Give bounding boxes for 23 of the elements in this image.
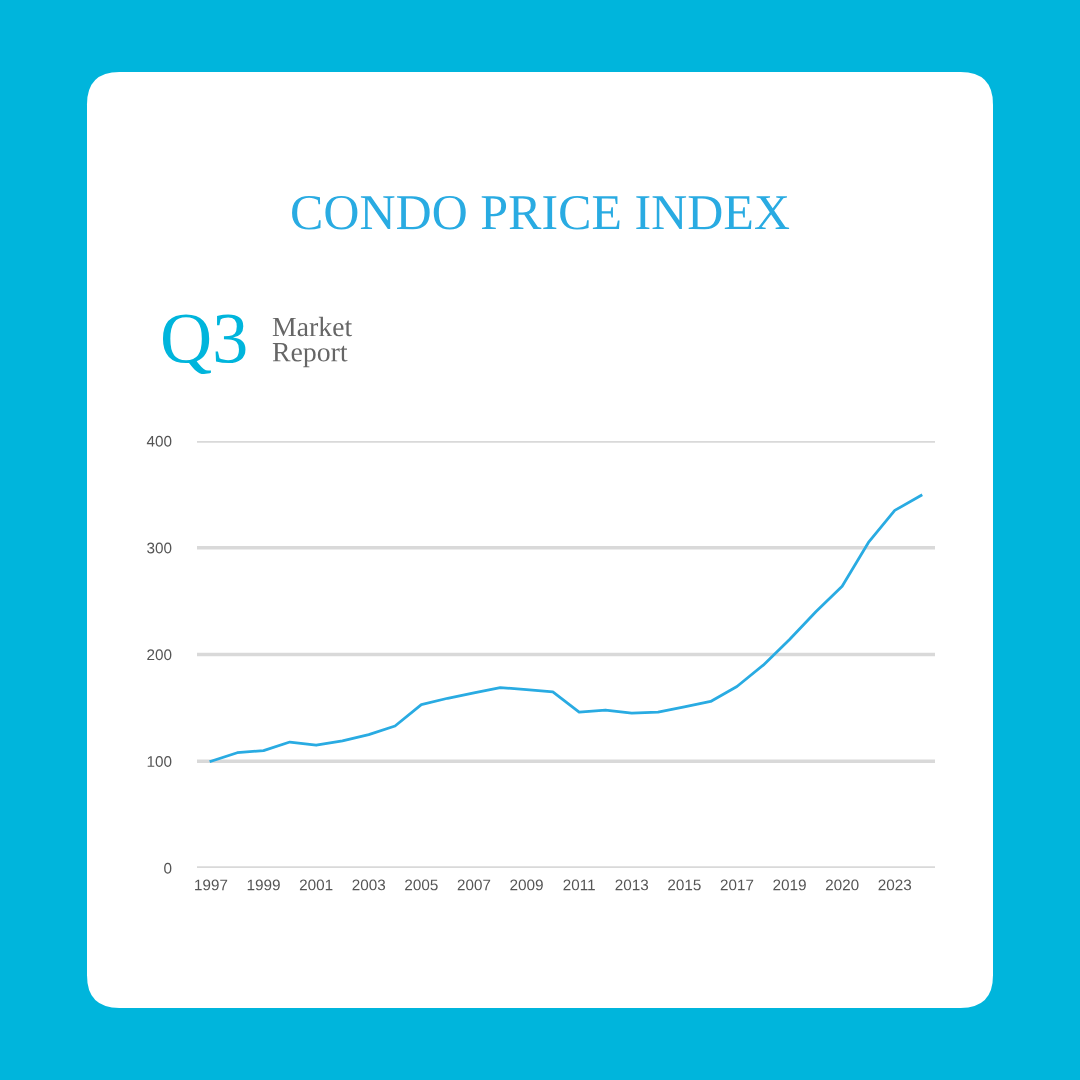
chart-subtitle: Q3 (162, 314, 246, 375)
chart-title: CONDO PRICE INDEX (292, 195, 790, 230)
text: Market Report (272, 316, 353, 368)
x-tick-label: 2007 (457, 879, 491, 891)
line-series (209, 494, 923, 763)
x-tick-label: 2005 (405, 879, 438, 891)
x-tick-label: 2001 (299, 879, 333, 891)
y-tick-label: 0 (164, 862, 172, 874)
x-tick-label: 2017 (720, 879, 754, 891)
x-tick-label: 2015 (668, 879, 701, 891)
y-tick-label: 100 (147, 756, 172, 767)
y-tick-label: 200 (147, 649, 172, 661)
x-tick-label: 2003 (352, 879, 386, 891)
x-tick-label: 2011 (563, 879, 595, 891)
x-tick-label: 2013 (615, 879, 649, 891)
y-tick-label: 400 (146, 435, 172, 447)
x-tick-label: 2020 (825, 879, 859, 891)
x-tick-label: 2009 (510, 879, 543, 891)
x-tick-label: 2023 (878, 879, 912, 891)
x-tick-label: 1997 (195, 879, 228, 891)
x-tick-label: 1999 (247, 879, 280, 891)
x-tick-label: 2019 (773, 879, 806, 891)
y-tick-label: 300 (147, 542, 172, 554)
